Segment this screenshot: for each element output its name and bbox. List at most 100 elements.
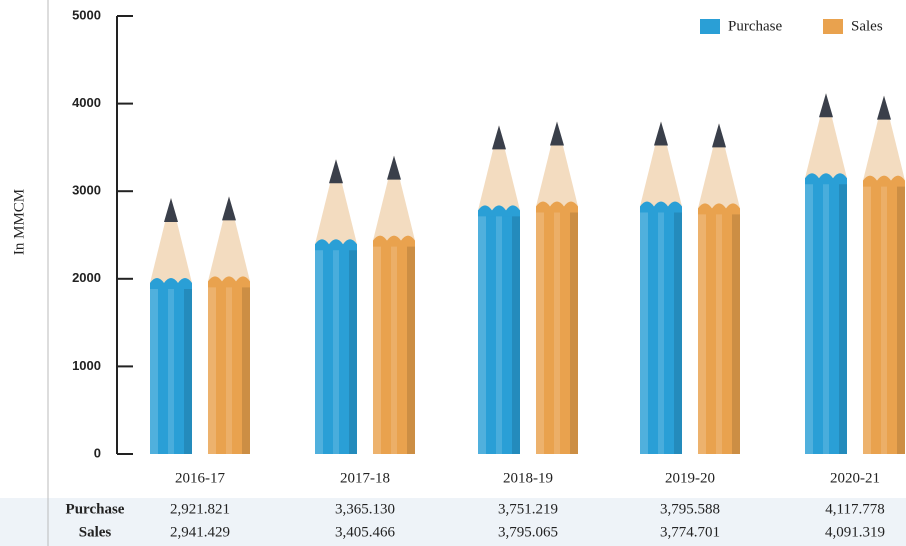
x-tick-label: 2017-18 xyxy=(340,470,390,486)
legend-label: Sales xyxy=(851,18,883,34)
pencil-shade xyxy=(478,210,486,454)
pencil-scallop xyxy=(150,278,192,290)
y-tick-label: 4000 xyxy=(72,95,101,110)
pencil-shade xyxy=(150,283,158,454)
pencil-body xyxy=(805,178,847,454)
pencil-bar xyxy=(536,121,578,454)
pencil-wood xyxy=(208,196,250,282)
pencil-body xyxy=(150,283,192,454)
pencil-lead xyxy=(712,123,726,148)
pencil-shade xyxy=(349,244,357,454)
pencil-body xyxy=(536,206,578,454)
pencil-scallop xyxy=(373,235,415,247)
pencil-scallop xyxy=(315,239,357,251)
pencil-wood xyxy=(373,155,415,241)
pencil-shade xyxy=(732,208,740,454)
pencil-shade xyxy=(863,180,871,454)
pencil-lead xyxy=(222,196,236,221)
legend-label: Purchase xyxy=(728,18,782,34)
y-tick-label: 3000 xyxy=(72,183,101,198)
pencil-body xyxy=(478,210,520,454)
pencil-bar xyxy=(150,198,192,454)
pencil-shade xyxy=(839,178,847,454)
value-label: 4,091.319 xyxy=(825,524,885,540)
pencil-scallop xyxy=(698,203,740,215)
y-tick-label: 2000 xyxy=(72,270,101,285)
pencil-body xyxy=(640,206,682,454)
pencil-lead xyxy=(329,159,343,184)
pencil-bar xyxy=(640,121,682,454)
pencil-wood xyxy=(698,123,740,209)
pencil-shade xyxy=(184,283,192,454)
pencil-scallop xyxy=(536,201,578,213)
pencil-shade xyxy=(536,206,544,454)
pencil-shade xyxy=(805,178,813,454)
pencil-stripe xyxy=(823,178,829,454)
value-label: 4,117.778 xyxy=(825,501,884,517)
pencil-lead xyxy=(164,198,178,223)
pencil-wood xyxy=(863,95,905,181)
pencil-shade xyxy=(407,240,415,454)
pencil-bar xyxy=(478,125,520,454)
x-tick-label: 2019-20 xyxy=(665,470,715,486)
pencil-stripe xyxy=(391,240,397,454)
pencil-bar xyxy=(373,155,415,454)
pencil-bar xyxy=(863,95,905,454)
pencil-stripe xyxy=(496,210,502,454)
pencil-shade xyxy=(698,208,706,454)
pencil-stripe xyxy=(716,208,722,454)
pencil-stripe xyxy=(333,244,339,454)
pencil-wood xyxy=(805,93,847,179)
legend-swatch xyxy=(823,19,843,34)
pencil-body xyxy=(373,240,415,454)
x-tick-label: 2020-21 xyxy=(830,470,880,486)
row-label: Purchase xyxy=(66,501,125,517)
value-label: 3,751.219 xyxy=(498,501,558,517)
pencil-bar xyxy=(698,123,740,454)
y-axis-label: In MMCM xyxy=(11,189,27,255)
pencil-wood xyxy=(640,121,682,207)
pencil-scallop xyxy=(208,276,250,288)
pencil-lead xyxy=(654,121,668,146)
pencil-shade xyxy=(897,180,905,454)
pencil-lead xyxy=(492,125,506,150)
value-label: 3,774.701 xyxy=(660,524,720,540)
pencil-lead xyxy=(387,155,401,180)
pencil-body xyxy=(698,208,740,454)
y-tick-label: 5000 xyxy=(72,7,101,22)
y-tick-label: 0 xyxy=(94,445,101,460)
pencil-stripe xyxy=(881,180,887,454)
row-label: Sales xyxy=(79,524,112,540)
pencil-shade xyxy=(570,206,578,454)
pencil-stripe xyxy=(554,206,560,454)
pencil-lead xyxy=(877,95,891,120)
value-label: 2,921.821 xyxy=(170,501,230,517)
legend-swatch xyxy=(700,19,720,34)
pencil-shade xyxy=(208,281,216,454)
pencil-wood xyxy=(315,159,357,245)
value-label: 3,795.065 xyxy=(498,524,558,540)
pencil-lead xyxy=(550,121,564,146)
pencil-scallop xyxy=(863,175,905,187)
pencil-shade xyxy=(640,206,648,454)
pencil-stripe xyxy=(226,281,232,454)
pencil-bar xyxy=(805,93,847,454)
pencil-bar xyxy=(208,196,250,454)
table-band xyxy=(0,498,906,546)
pencil-stripe xyxy=(168,283,174,454)
pencil-bar xyxy=(315,159,357,454)
value-label: 3,795.588 xyxy=(660,501,720,517)
pencil-shade xyxy=(373,240,381,454)
value-label: 3,405.466 xyxy=(335,524,396,540)
pencil-scallop xyxy=(478,205,520,217)
pencil-stripe xyxy=(658,206,664,454)
pencil-body xyxy=(863,180,905,454)
pencil-body xyxy=(315,244,357,454)
pencil-wood xyxy=(536,121,578,207)
pencil-shade xyxy=(674,206,682,454)
pencil-scallop xyxy=(640,201,682,213)
pencil-shade xyxy=(242,281,250,454)
pencil-body xyxy=(208,281,250,454)
x-tick-label: 2016-17 xyxy=(175,470,225,486)
